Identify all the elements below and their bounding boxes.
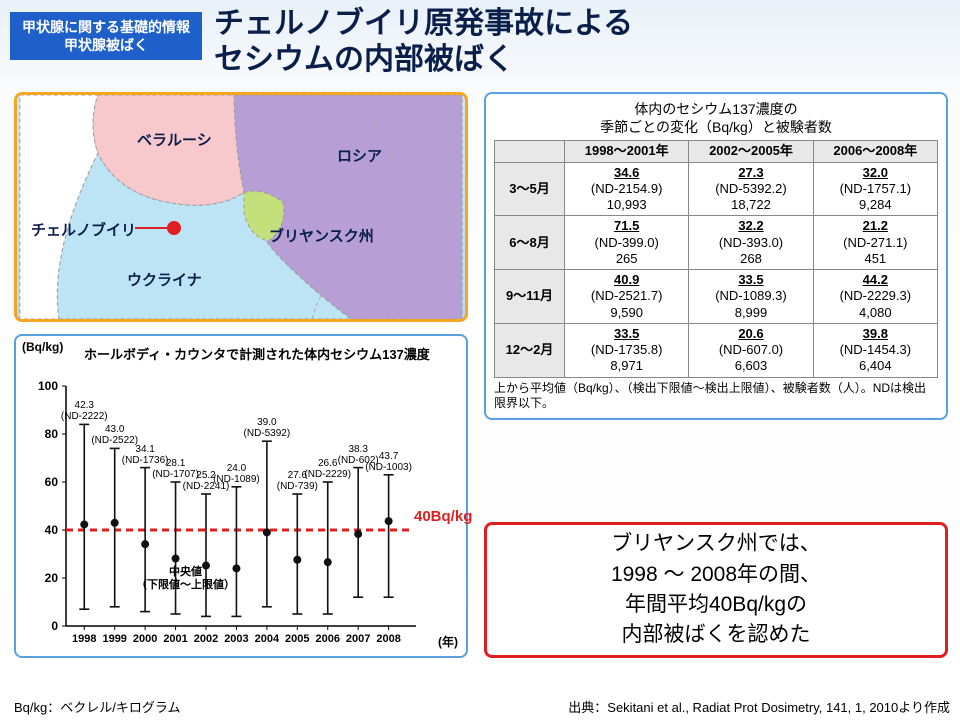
map-label-ukraine: ウクライナ [127,269,202,290]
chart-point-label: 24.0(ND-1089) [210,463,262,485]
badge-line1: 甲状腺に関する基礎的情報 [22,19,190,35]
map-label-belarus: ベラルーシ [137,129,212,150]
table-cell: 20.6(ND-607.0)6,603 [689,323,813,377]
chart-y-label: (Bq/kg) [22,340,63,354]
summary-l1: ブリヤンスク州では、 [611,532,821,555]
svg-text:2005: 2005 [285,633,309,645]
svg-text:2000: 2000 [133,633,157,645]
central-note-l1: 中央値 [169,566,202,578]
svg-text:0: 0 [51,619,58,633]
table-cell: 40.9(ND-2521.7)9,590 [565,270,689,324]
row-header: 12～2月 [495,323,565,377]
table-cell: 32.2(ND-393.0)268 [689,216,813,270]
summary-l2: 1998 ～ 2008年の間、 [611,563,821,586]
seasonal-table-panel: 体内のセシウム137濃度の 季節ごとの変化（Bq/kg）と被験者数 1998～2… [484,92,948,420]
badge-line2: 甲状腺被ばく [64,37,148,53]
chart-point-label: 42.3(ND-2222) [58,400,110,422]
category-badge: 甲状腺に関する基礎的情報 甲状腺被ばく [10,12,202,60]
svg-text:80: 80 [45,427,59,441]
summary-l3: 年間平均40Bq/kgの [625,593,807,616]
chart-point-label: 39.0(ND-5392) [241,417,293,439]
svg-text:2004: 2004 [255,633,280,645]
summary-l4: 内部被ばくを認めた [621,623,810,646]
chart-panel: (Bq/kg) ホールボディ・カウンタで計測された体内セシウム137濃度 0 20… [14,334,468,658]
title-line2: セシウムの内部被ばく [214,43,514,76]
col-header: 2002～2005年 [689,141,813,162]
svg-text:2002: 2002 [194,633,218,645]
map-label-bryansk: ブリヤンスク州 [269,225,374,246]
table-row: 12～2月33.5(ND-1735.8)8,97120.6(ND-607.0)6… [495,323,938,377]
row-header: 6～8月 [495,216,565,270]
table-cell: 34.6(ND-2154.9)10,993 [565,162,689,216]
svg-text:2003: 2003 [224,633,248,645]
chart-ref-label: 40Bq/kg [414,508,472,525]
header: 甲状腺に関する基礎的情報 甲状腺被ばく チェルノブイリ原発事故による セシウムの… [0,0,960,78]
footer-left: Bq/kg：ベクレル/キログラム [14,697,180,716]
svg-text:100: 100 [38,379,58,393]
page-title: チェルノブイリ原発事故による セシウムの内部被ばく [214,6,633,78]
table-title-l1: 体内のセシウム137濃度の [634,101,797,117]
map-panel: ベラルーシ ロシア ウクライナ ブリヤンスク州 チェルノブイリ [14,92,468,322]
central-note-l2: （下限値～上限値） [136,579,235,591]
chart-central-note: 中央値 （下限値～上限値） [136,566,235,592]
footer-right: 出典：Sekitani et al., Radiat Prot Dosimetr… [568,697,950,716]
map-marker [167,221,181,235]
chart-point-label: 43.7(ND-1003) [363,451,415,473]
col-header: 2006～2008年 [813,141,937,162]
table-title-l2: 季節ごとの変化（Bq/kg）と被験者数 [600,119,832,135]
table-cell: 44.2(ND-2229.3)4,080 [813,270,937,324]
table-header-row: 1998～2001年 2002～2005年 2006～2008年 [495,141,938,162]
table-cell: 33.5(ND-1089.3)8,999 [689,270,813,324]
svg-text:60: 60 [45,475,59,489]
map-label-russia: ロシア [337,145,382,166]
chart-x-label: (年) [438,633,458,650]
svg-text:2008: 2008 [376,633,400,645]
map-pointer-line [135,227,171,229]
table-row: 9～11月40.9(ND-2521.7)9,59033.5(ND-1089.3)… [495,270,938,324]
map-label-chernobyl: チェルノブイリ [31,219,136,240]
table-cell: 71.5(ND-399.0)265 [565,216,689,270]
svg-text:2006: 2006 [315,633,339,645]
table-cell: 33.5(ND-1735.8)8,971 [565,323,689,377]
svg-text:2007: 2007 [346,633,370,645]
table-cell: 32.0(ND-1757.1)9,284 [813,162,937,216]
table-row: 6～8月71.5(ND-399.0)26532.2(ND-393.0)26821… [495,216,938,270]
row-header: 3～5月 [495,162,565,216]
svg-text:1998: 1998 [72,633,96,645]
table-cell: 21.2(ND-271.1)451 [813,216,937,270]
table-footnote: 上から平均値（Bq/kg）、（検出下限値～検出上限値）、被験者数（人）。NDは検… [494,381,938,412]
chart-title: ホールボディ・カウンタで計測された体内セシウム137濃度 [84,344,430,363]
row-header: 9～11月 [495,270,565,324]
seasonal-table: 1998～2001年 2002～2005年 2006～2008年 3～5月34.… [494,140,938,377]
col-header: 1998～2001年 [565,141,689,162]
chart-svg: 0 20 40 60 80 100 1998 1999 2000 2001 2002 2003 2004… [16,336,470,660]
table-cell: 27.3(ND-5392.2)18,722 [689,162,813,216]
svg-text:2001: 2001 [163,633,187,645]
title-line1: チェルノブイリ原発事故による [214,7,633,40]
map-svg [17,95,465,319]
table-cell: 39.8(ND-1454.3)6,404 [813,323,937,377]
summary-box: ブリヤンスク州では、 1998 ～ 2008年の間、 年間平均40Bq/kgの … [484,522,948,658]
svg-text:20: 20 [45,571,59,585]
svg-text:40: 40 [45,523,59,537]
table-title: 体内のセシウム137濃度の 季節ごとの変化（Bq/kg）と被験者数 [494,100,938,136]
table-row: 3～5月34.6(ND-2154.9)10,99327.3(ND-5392.2)… [495,162,938,216]
svg-text:1999: 1999 [102,633,126,645]
